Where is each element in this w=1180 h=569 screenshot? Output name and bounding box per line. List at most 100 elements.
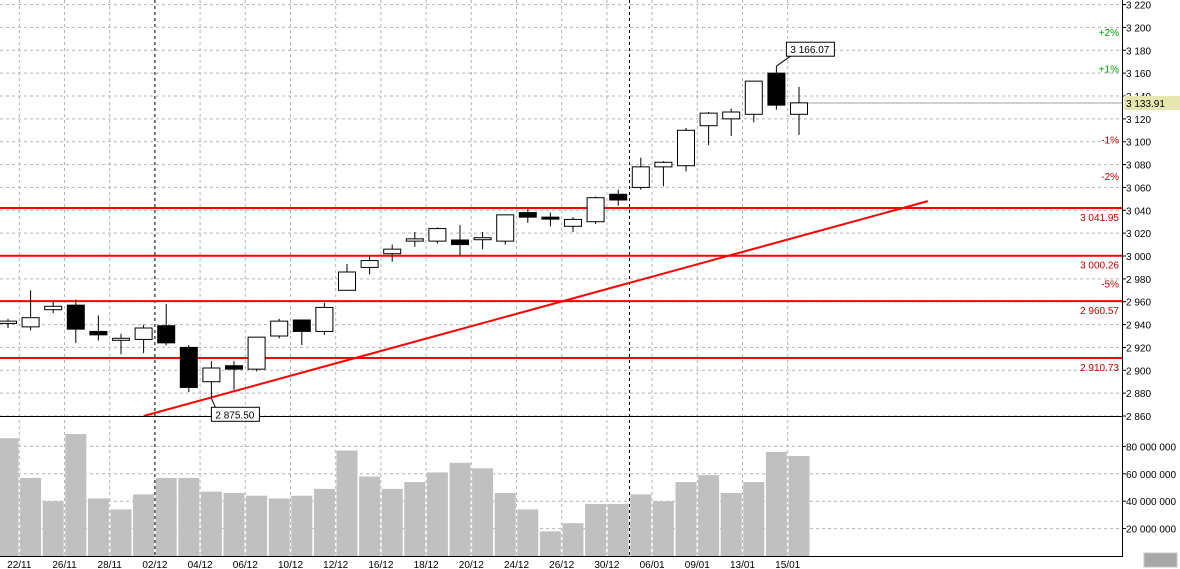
candle-body <box>631 166 650 188</box>
candle-body <box>722 111 741 120</box>
volume-bar <box>42 501 64 556</box>
date-tick-label: 26/11 <box>52 560 77 569</box>
volume-bar <box>675 482 697 556</box>
volume-bar <box>539 531 561 556</box>
volume-bar <box>87 498 109 556</box>
percent-label: -1% <box>1101 135 1119 146</box>
percent-label: -2% <box>1101 172 1119 183</box>
candle-body <box>157 325 176 344</box>
candle-body <box>428 228 447 242</box>
date-tick-label: 28/11 <box>98 560 123 569</box>
date-tick-label: 24/12 <box>504 560 529 569</box>
date-tick-label: 12/12 <box>323 560 348 569</box>
candle-body <box>292 319 311 332</box>
candle-body <box>66 304 85 330</box>
volume-bar <box>65 434 87 556</box>
date-tick-label: 09/01 <box>685 560 710 569</box>
candle-body <box>315 306 334 332</box>
volume-bar <box>630 494 652 556</box>
candle-body <box>790 102 808 115</box>
volume-bar <box>291 495 313 556</box>
grid <box>0 0 1122 556</box>
price-tick-label: 3 000 <box>1126 252 1151 263</box>
volume-tick-label: 80 000 000 <box>1126 442 1176 453</box>
scroll-handle[interactable] <box>1143 552 1178 568</box>
volume-bar <box>155 477 177 556</box>
volume-bar <box>133 494 155 556</box>
candle-body <box>225 365 243 370</box>
callout-label: 3 166.07 <box>790 45 829 56</box>
callout-leader <box>210 398 216 408</box>
volume-bar <box>426 472 448 556</box>
date-tick-label: 06/12 <box>233 560 258 569</box>
volume-bar <box>381 488 403 556</box>
callout-label: 2 875.50 <box>215 410 254 421</box>
percent-label: +1% <box>1099 65 1119 76</box>
candle-body <box>179 346 198 388</box>
last-price-label: 3 133.91 <box>1126 99 1165 110</box>
candles <box>0 66 808 398</box>
volume-tick-label: 20 000 000 <box>1126 525 1176 536</box>
candle-body <box>247 336 266 370</box>
candle-body <box>0 320 17 324</box>
volume-tick-label: 40 000 000 <box>1126 497 1176 508</box>
last-price-highlight <box>1124 95 1180 110</box>
candle-body <box>564 218 582 227</box>
price-tick-label: 2 920 <box>1126 343 1151 354</box>
volume-bar <box>223 492 245 556</box>
date-tick-label: 30/12 <box>594 560 619 569</box>
candle-body <box>586 197 605 223</box>
candle-body <box>677 129 695 167</box>
candle-body <box>134 327 153 340</box>
date-tick-label: 26/12 <box>549 560 574 569</box>
volume-bar <box>765 451 787 556</box>
volume-bar <box>0 438 19 556</box>
price-tick-label: 3 060 <box>1126 183 1151 194</box>
candle-body <box>744 80 763 115</box>
price-tick-label: 3 120 <box>1126 115 1151 126</box>
date-tick-label: 22/11 <box>7 560 32 569</box>
candle-body <box>383 248 402 255</box>
trendline[interactable] <box>143 200 929 417</box>
volume-bar <box>200 491 222 556</box>
price-tick-label: 2 940 <box>1126 321 1151 332</box>
candle-body <box>270 320 289 337</box>
trendline-layer[interactable] <box>143 200 929 417</box>
price-tick-label: 2 960 <box>1126 298 1151 309</box>
candle-body <box>496 214 515 242</box>
callout-box <box>785 41 835 57</box>
level-label: 3 041.95 <box>1080 213 1119 224</box>
volume-bar <box>110 509 132 556</box>
candle-body <box>44 305 63 311</box>
price-tick-label: 2 880 <box>1126 389 1151 400</box>
volume-bar <box>494 492 516 556</box>
candle-body <box>609 193 628 201</box>
volume-bar <box>652 501 674 556</box>
volume-bar <box>585 503 607 556</box>
volume-bar <box>178 477 200 556</box>
price-tick-label: 3 020 <box>1126 229 1151 240</box>
vertical-markers <box>154 0 630 556</box>
price-tick-label: 2 900 <box>1126 366 1151 377</box>
date-tick-label: 10/12 <box>278 560 303 569</box>
volume-bar <box>788 455 810 556</box>
candle-body <box>112 337 130 341</box>
price-tick-label: 3 080 <box>1126 161 1151 172</box>
level-label: 3 000.26 <box>1080 261 1119 272</box>
date-tick-label: 20/12 <box>459 560 484 569</box>
candle-body <box>405 238 424 242</box>
level-label: 2 910.73 <box>1080 363 1119 374</box>
date-tick-label: 15/01 <box>775 560 800 569</box>
volume-bar <box>607 503 629 556</box>
volume-bar <box>743 482 765 556</box>
callouts: 3 166.07 2 875.50 <box>210 41 835 422</box>
candle-body <box>89 330 108 336</box>
volume-bar <box>562 523 584 556</box>
callout-box <box>210 406 260 422</box>
candle-body <box>654 161 673 168</box>
volume-bar <box>720 492 742 556</box>
volume-bar <box>698 475 720 556</box>
volume-bar <box>20 477 42 556</box>
